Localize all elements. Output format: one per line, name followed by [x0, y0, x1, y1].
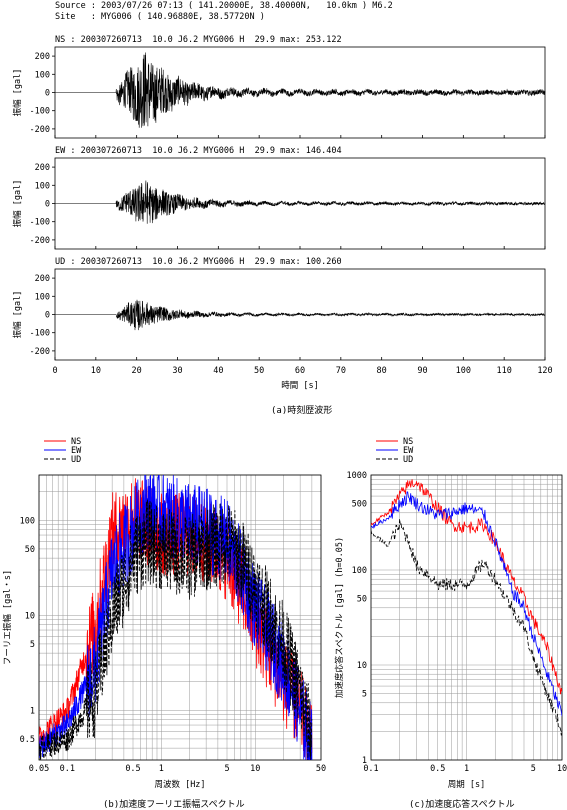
response-legend-label: EW [403, 446, 414, 456]
time-xlabel: 時間 [s] [281, 381, 318, 391]
response-y-tick-label: 10 [357, 661, 367, 671]
response-frame [370, 474, 563, 761]
fourier-y-tick-label: 0.5 [20, 735, 35, 745]
fourier-y-tick-label: 5 [30, 640, 35, 650]
y-tick-label: 0 [45, 311, 50, 321]
waveform-ylabel: 振幅 [gal] [12, 69, 23, 117]
x-tick-label: 30 [172, 366, 182, 376]
y-tick-label: 100 [35, 70, 50, 80]
y-tick-label: 0 [45, 200, 50, 210]
fourier-x-tick-label: 10 [250, 764, 260, 774]
fourier-legend-label: EW [71, 446, 82, 456]
response-y-tick-label: 100 [352, 566, 367, 576]
fourier-x-tick-label: 0.1 [60, 764, 75, 774]
y-tick-label: -100 [30, 329, 50, 339]
x-tick-label: 40 [213, 366, 223, 376]
fourier-x-tick-label: 50 [316, 764, 326, 774]
x-tick-label: 20 [132, 366, 142, 376]
waveform-ylabel: 振幅 [gal] [12, 180, 23, 228]
y-tick-label: 0 [45, 89, 50, 99]
response-y-tick-label: 5 [362, 690, 367, 700]
response-x-tick-label: 10 [557, 764, 567, 774]
y-tick-label: -200 [30, 347, 50, 357]
x-tick-label: 90 [417, 366, 427, 376]
response-y-tick-label: 50 [357, 595, 367, 605]
response-series-ew [371, 491, 562, 717]
y-tick-label: -200 [30, 236, 50, 246]
x-tick-label: 120 [537, 366, 552, 376]
fourier-x-tick-label: 0.5 [125, 764, 140, 774]
fourier-x-tick-label: 1 [159, 764, 164, 774]
response-x-tick-label: 0.5 [430, 764, 445, 774]
response-ylabel: 加速度応答スペクトル [gal] (h=0.05) [334, 537, 345, 698]
fourier-legend-label: UD [71, 455, 81, 465]
fourier-xlabel: 周波数 [Hz] [154, 779, 205, 790]
response-caption: (c)加速度応答スペクトル [409, 800, 515, 810]
response-legend-label: UD [403, 455, 413, 465]
time-history-caption: (a)時刻歴波形 [271, 406, 333, 416]
y-tick-label: 200 [35, 274, 50, 284]
y-tick-label: 100 [35, 292, 50, 302]
fourier-legend-label: NS [71, 437, 81, 447]
waveform-ew [55, 180, 546, 224]
fourier-x-tick-label: 5 [224, 764, 229, 774]
fourier-frame [38, 474, 322, 761]
response-x-tick-label: 5 [531, 764, 536, 774]
response-legend-label: NS [403, 437, 413, 447]
x-tick-label: 10 [91, 366, 101, 376]
fourier-series-ud [39, 499, 313, 760]
response-xlabel: 周期 [s] [448, 780, 485, 790]
site-line: Site : MYG006 ( 140.96880E, 38.57720N ) [55, 12, 265, 22]
fourier-series-ns [39, 478, 313, 760]
waveform-ns [55, 52, 546, 128]
response-y-tick-label: 1000 [347, 471, 367, 481]
y-tick-label: 200 [35, 52, 50, 62]
fourier-y-tick-label: 50 [25, 545, 35, 555]
x-tick-label: 100 [456, 366, 471, 376]
y-tick-label: -100 [30, 218, 50, 228]
fourier-y-tick-label: 1 [30, 706, 35, 716]
ud-panel-title: UD : 200307260713 10.0 J6.2 MYG006 H 29.… [55, 257, 342, 267]
ns-panel-title: NS : 200307260713 10.0 J6.2 MYG006 H 29.… [55, 35, 342, 45]
x-tick-label: 50 [254, 366, 264, 376]
source-line: Source : 2003/07/26 07:13 ( 141.20000E, … [55, 1, 393, 11]
x-tick-label: 80 [377, 366, 387, 376]
fourier-caption: (b)加速度フーリエ振幅スペクトル [103, 800, 245, 810]
fourier-y-tick-label: 100 [20, 516, 35, 526]
fourier-x-tick-label: 0.05 [29, 764, 49, 774]
x-tick-label: 70 [336, 366, 346, 376]
y-tick-label: -200 [30, 125, 50, 135]
fourier-y-tick-label: 10 [25, 611, 35, 621]
x-tick-label: 60 [295, 366, 305, 376]
response-x-tick-label: 0.1 [363, 764, 378, 774]
waveform-ylabel: 振幅 [gal] [12, 291, 23, 339]
response-y-tick-label: 1 [362, 756, 367, 766]
response-y-tick-label: 500 [352, 500, 367, 510]
y-tick-label: -100 [30, 107, 50, 117]
y-tick-label: 100 [35, 181, 50, 191]
response-x-tick-label: 1 [464, 764, 469, 774]
x-tick-label: 0 [52, 366, 57, 376]
response-series-ns [371, 479, 562, 695]
response-series-ud [371, 518, 562, 736]
waveform-ud [55, 299, 546, 331]
x-tick-label: 110 [496, 366, 511, 376]
fourier-ylabel: フーリエ振幅 [gal・s] [2, 570, 13, 665]
y-tick-label: 200 [35, 163, 50, 173]
ew-panel-title: EW : 200307260713 10.0 J6.2 MYG006 H 29.… [55, 146, 342, 156]
